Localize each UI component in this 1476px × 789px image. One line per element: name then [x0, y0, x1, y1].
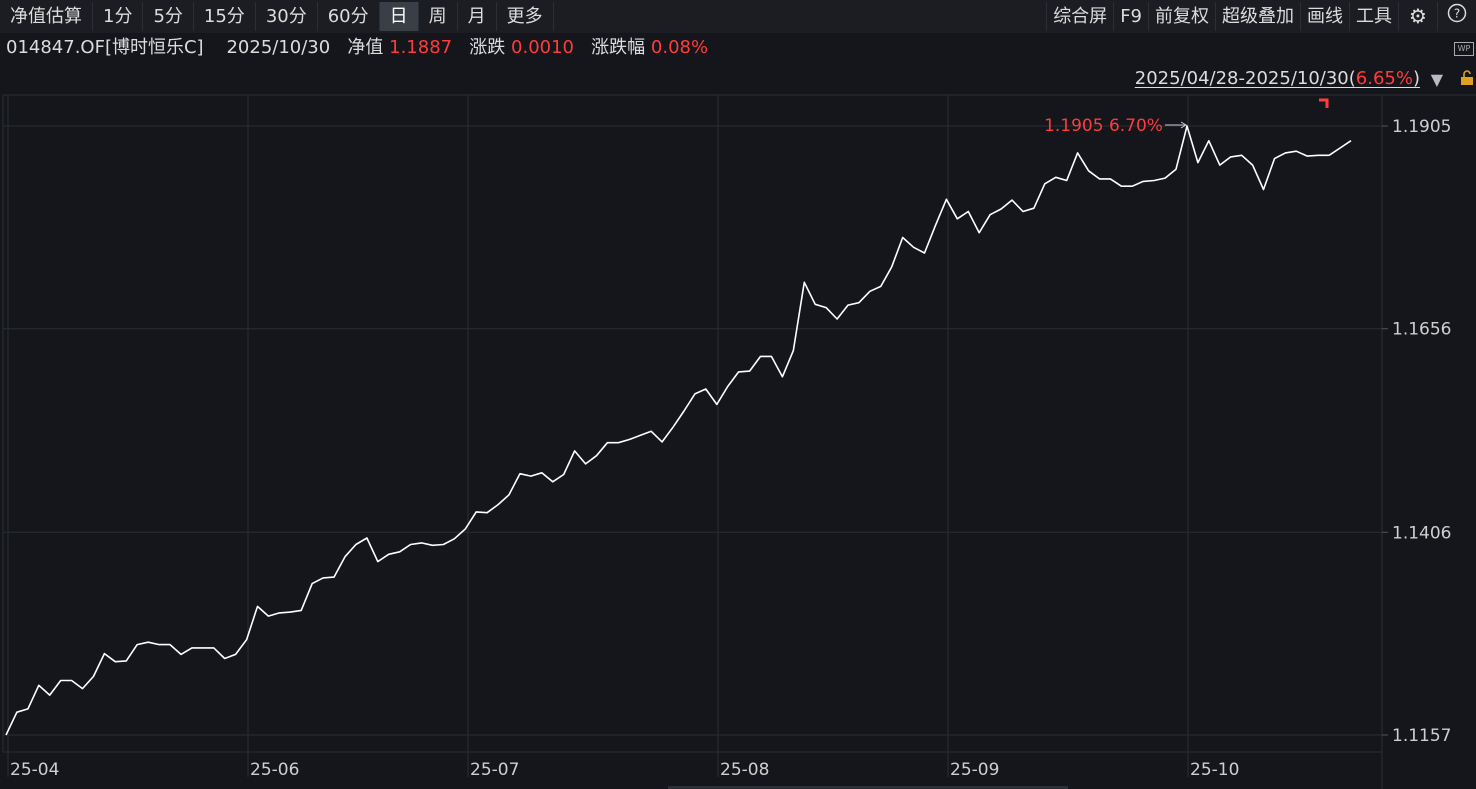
gear-icon[interactable]: ⚙ [1398, 2, 1437, 31]
tab-more[interactable]: 更多 [497, 2, 554, 31]
pct-value: 0.08% [650, 37, 709, 58]
range-close: ) [1412, 68, 1420, 89]
toolbar: 净值估算 1分 5分 15分 30分 60分 日 周 月 更多 综合屏 F9 前… [0, 0, 1476, 33]
nav-value: 1.1887 [389, 37, 453, 58]
marker-icon [1319, 98, 1329, 108]
tab-60min[interactable]: 60分 [318, 2, 380, 31]
x-tick-label: 25-04 [10, 760, 59, 780]
tools-button[interactable]: 工具 [1349, 2, 1398, 31]
x-tick-label: 25-07 [470, 760, 519, 780]
scrollbar-thumb[interactable] [668, 786, 1068, 789]
nav-series-line [5, 125, 1352, 736]
tool-buttons: 综合屏 F9 前复权 超级叠加 画线 工具 ⚙ ? [1046, 2, 1476, 31]
triangle-down-icon[interactable]: ▼ [1430, 70, 1443, 89]
max-annotation-label: 1.1905 6.70% [1044, 116, 1163, 136]
tab-day[interactable]: 日 [379, 2, 419, 31]
fund-info-bar: 014847.OF[博时恒乐C] 2025/10/30 净值 1.1887 涨跌… [6, 36, 708, 60]
lock-icon[interactable] [1460, 70, 1474, 86]
tab-1min[interactable]: 1分 [93, 2, 144, 31]
tab-5min[interactable]: 5分 [143, 2, 194, 31]
x-tick-label: 25-08 [720, 760, 769, 780]
forward-adjust-button[interactable]: 前复权 [1148, 2, 1215, 31]
y-tick-label: 1.1157 [1392, 726, 1451, 746]
tab-nav-estimate[interactable]: 净值估算 [0, 2, 93, 31]
range-pct: 6.65% [1355, 68, 1413, 89]
super-overlay-button[interactable]: 超级叠加 [1215, 2, 1300, 31]
fund-code: 014847.OF[博时恒乐C] [6, 37, 204, 58]
period-tabs: 净值估算 1分 5分 15分 30分 60分 日 周 月 更多 [0, 2, 554, 31]
change-label: 涨跌 [469, 37, 506, 58]
info-date: 2025/10/30 [226, 37, 331, 58]
x-tick-label: 25-10 [1190, 760, 1239, 780]
y-tick-label: 1.1406 [1392, 523, 1451, 543]
help-icon[interactable]: ? [1437, 2, 1476, 31]
y-tick-label: 1.1905 [1392, 117, 1451, 137]
pct-label: 涨跌幅 [591, 37, 646, 58]
draw-line-button[interactable]: 画线 [1300, 2, 1349, 31]
x-tick-label: 25-06 [250, 760, 299, 780]
tab-week[interactable]: 周 [419, 2, 458, 31]
tab-15min[interactable]: 15分 [194, 2, 256, 31]
tab-30min[interactable]: 30分 [256, 2, 318, 31]
wp-icon[interactable]: WP [1454, 42, 1474, 56]
f9-button[interactable]: F9 [1113, 2, 1148, 31]
svg-text:?: ? [1454, 7, 1460, 21]
composite-screen-button[interactable]: 综合屏 [1046, 2, 1113, 31]
tab-month[interactable]: 月 [458, 2, 497, 31]
range-text: 2025/04/28-2025/10/30( [1134, 68, 1356, 89]
change-value: 0.0010 [511, 37, 574, 58]
nav-label: 净值 [347, 37, 384, 58]
date-range-selector[interactable]: 2025/04/28-2025/10/30(6.65%) [1135, 68, 1420, 89]
y-tick-label: 1.1656 [1392, 320, 1451, 340]
x-tick-label: 25-09 [950, 760, 999, 780]
arrow-head-icon [1180, 121, 1187, 129]
